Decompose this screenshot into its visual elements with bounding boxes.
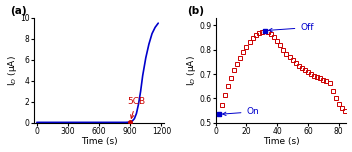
Y-axis label: I$_D$ (μA): I$_D$ (μA) xyxy=(6,55,19,86)
Y-axis label: I$_D$ (μA): I$_D$ (μA) xyxy=(185,55,198,86)
Text: On: On xyxy=(223,107,259,116)
X-axis label: Time (s): Time (s) xyxy=(263,137,300,146)
Text: Off: Off xyxy=(269,23,314,32)
Text: (a): (a) xyxy=(10,6,27,16)
Text: (b): (b) xyxy=(187,6,204,16)
X-axis label: Time (s): Time (s) xyxy=(81,137,118,146)
Text: 5CB: 5CB xyxy=(127,97,145,118)
